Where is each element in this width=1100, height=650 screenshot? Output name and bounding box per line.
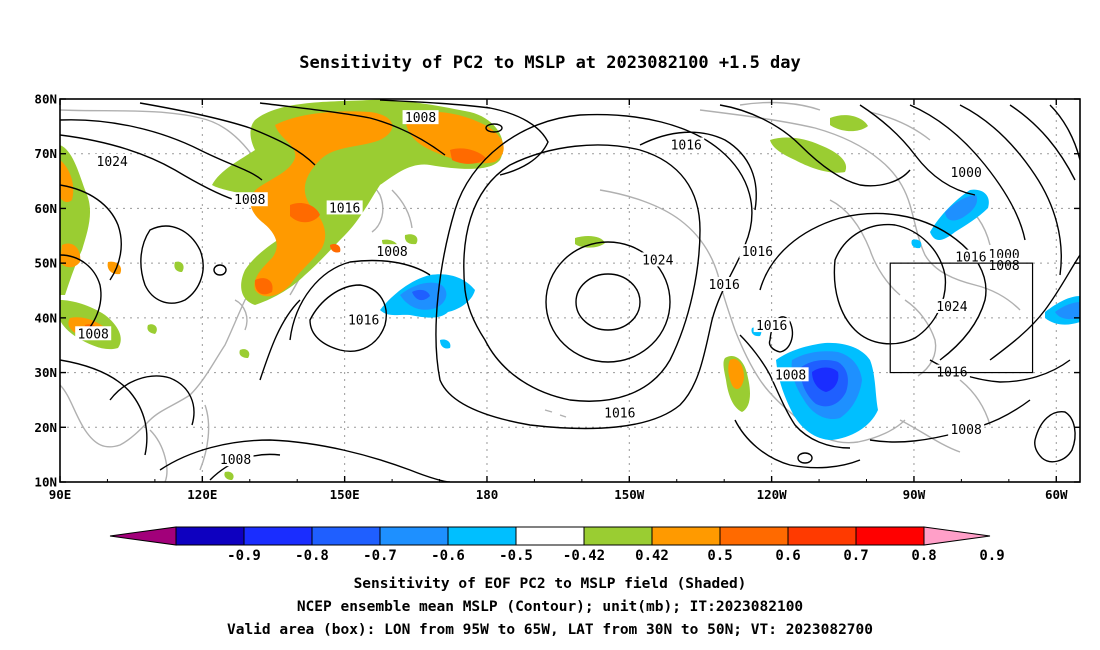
colorbar-bin <box>855 526 925 546</box>
colorbar-label: -0.42 <box>563 548 605 564</box>
contour-label-bg <box>772 367 809 382</box>
colorbar-label: 0.9 <box>979 548 1004 564</box>
map-border <box>59 98 1081 483</box>
lon-tick-label: 180 <box>476 487 499 502</box>
colorbar-bin <box>651 526 721 546</box>
colorbar-label: -0.6 <box>431 548 465 564</box>
contour-label: 1008 <box>950 423 981 438</box>
colorbar-label: 0.5 <box>707 548 732 564</box>
contour-label: 1016 <box>604 407 635 422</box>
colorbar-label: 0.7 <box>843 548 868 564</box>
lon-tick-label: 60W <box>1045 487 1068 502</box>
contour-label-bg <box>1086 367 1100 381</box>
colorbar-label: -0.9 <box>227 548 261 564</box>
colorbar: -0.9 -0.8 -0.7 -0.6 -0.5 -0.42 0.42 0.5 0.6 0.7 0.… <box>109 526 1005 564</box>
lon-tick-label: 90E <box>49 487 72 502</box>
colorbar-bin <box>243 526 313 546</box>
contour-label: 1024 <box>642 253 673 268</box>
contour-label-bg <box>374 244 411 259</box>
contour-label: 1000 <box>950 166 981 181</box>
contour-label-bg <box>706 277 743 292</box>
lon-tick-label: 150E <box>330 487 360 502</box>
lon-tick-label: 90W <box>903 487 926 502</box>
contour-label-bg <box>402 110 439 125</box>
colorbar-bin <box>583 526 653 546</box>
contour-label-bg <box>952 249 989 264</box>
caption-line-2: NCEP ensemble mean MSLP (Contour); unit(… <box>297 599 803 615</box>
contour-label-bg <box>933 298 970 313</box>
colorbar-extend-low <box>109 526 177 546</box>
contour-label: 1024 <box>97 155 128 170</box>
lat-tick-label: 80N <box>34 92 57 107</box>
contour-label: 1008 <box>376 245 407 260</box>
colorbar-extend-high <box>923 526 991 546</box>
contour-label-bg <box>326 200 363 215</box>
contour-label-bg <box>933 364 970 379</box>
longitude-axis: 90E 120E 150E 180 150W 120W 90W 60W <box>49 99 1068 502</box>
contour-label-bg <box>948 422 985 437</box>
lat-tick-label: 20N <box>34 420 57 435</box>
contour-label: 1008 <box>405 111 436 126</box>
contour-label: 1008 <box>78 327 109 342</box>
colorbar-bin <box>379 526 449 546</box>
valid-area-box <box>889 262 1034 374</box>
caption-line-1: Sensitivity of EOF PC2 to MSLP field (Sh… <box>354 576 747 592</box>
lat-tick-label: 60N <box>34 201 57 216</box>
colorbar-bin <box>515 526 585 546</box>
colorbar-label: 0.8 <box>911 548 936 564</box>
contour-label: 1016 <box>348 314 379 329</box>
contour-label: 1016 <box>671 139 702 154</box>
lat-tick-label: 50N <box>34 256 57 271</box>
colorbar-bin <box>719 526 789 546</box>
contour-label-bg <box>948 164 985 179</box>
contour-label: 1008 <box>988 259 1019 274</box>
contour-label-bg <box>753 318 790 333</box>
colorbar-label: -0.5 <box>499 548 533 564</box>
lon-tick-label: 120E <box>187 487 217 502</box>
gridlines <box>60 99 1080 482</box>
contour-label: 1008 <box>234 193 265 208</box>
colorbar-bin <box>787 526 857 546</box>
contour-label-bg <box>75 326 112 341</box>
contour-label: 1016 <box>955 251 986 266</box>
contour-label: 1008 <box>775 368 806 383</box>
contour-label-bg <box>231 192 268 207</box>
contour-label-bg <box>986 246 1023 261</box>
contour-label-bg <box>345 312 382 327</box>
lat-tick-label: 40N <box>34 310 57 325</box>
colorbar-label: -0.8 <box>295 548 329 564</box>
contour-label: 1016 <box>709 278 740 293</box>
lat-tick-label: 70N <box>34 146 57 161</box>
contour-label: 1016 <box>329 201 360 216</box>
lon-tick-label: 120W <box>757 487 788 502</box>
contour-label: 1016 <box>756 319 787 334</box>
contour-label-bg <box>601 405 638 420</box>
map-area <box>60 99 1080 482</box>
colorbar-bin <box>175 526 245 546</box>
contour-label-bg <box>986 257 1023 272</box>
contour-label: 1008 <box>220 453 251 468</box>
colorbar-label: 0.42 <box>635 548 669 564</box>
contour-label: 1024 <box>936 300 967 315</box>
contour-label-bg <box>94 153 131 168</box>
colorbar-bin <box>447 526 517 546</box>
contour-label-bg <box>639 252 676 267</box>
contour-label-bg <box>739 244 776 259</box>
contour-label-bg <box>217 452 254 467</box>
colorbar-label: 0.6 <box>775 548 800 564</box>
colorbar-label: -0.7 <box>363 548 397 564</box>
lat-tick-label: 10N <box>34 475 57 490</box>
contour-label-bg <box>668 137 705 152</box>
caption-line-3: Valid area (box): LON from 95W to 65W, L… <box>227 622 873 638</box>
lon-tick-label: 150W <box>614 487 645 502</box>
figure-title: Sensitivity of PC2 to MSLP at 2023082100… <box>299 53 801 73</box>
contour-label: 1016 <box>742 245 773 260</box>
contour-label: 1016 <box>1088 368 1100 383</box>
colorbar-bin <box>311 526 381 546</box>
latitude-axis: 80N 70N 60N 50N 40N 30N 20N 10N <box>34 92 1080 490</box>
coastlines <box>60 101 1021 482</box>
lat-tick-label: 30N <box>34 365 57 380</box>
